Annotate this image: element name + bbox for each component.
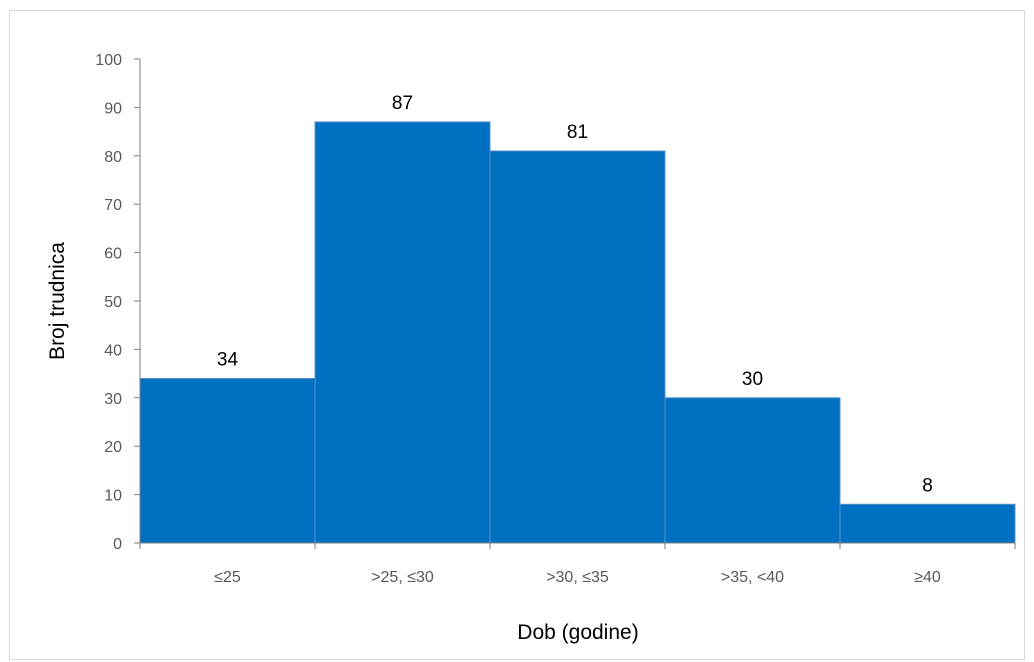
y-tick-label: 40 bbox=[104, 342, 122, 359]
y-tick-label: 90 bbox=[104, 100, 122, 117]
y-tick-label: 80 bbox=[104, 149, 122, 166]
bar-4 bbox=[839, 503, 1016, 544]
labels-layer: 0 10 20 30 40 50 60 70 80 90 100 ≤25 >25, ≤30 >30, ≤3… bbox=[95, 52, 941, 586]
data-label: 8 bbox=[922, 475, 933, 496]
bar-1 bbox=[314, 121, 491, 544]
y-tick-label: 0 bbox=[113, 536, 122, 553]
x-tick-label: >30, ≤35 bbox=[546, 569, 609, 586]
y-tick-label: 100 bbox=[95, 52, 122, 69]
data-label: 34 bbox=[217, 349, 239, 370]
bar-3 bbox=[664, 397, 841, 544]
y-tick-label: 60 bbox=[104, 246, 122, 263]
y-tick-label: 50 bbox=[104, 294, 122, 311]
y-tick-label: 10 bbox=[104, 488, 122, 505]
y-tick-label: 20 bbox=[104, 439, 122, 456]
x-tick-label: ≤25 bbox=[214, 569, 241, 586]
bar-2 bbox=[489, 150, 666, 544]
data-label: 81 bbox=[567, 122, 588, 143]
axes-layer bbox=[134, 58, 1016, 549]
bars-layer bbox=[139, 121, 1016, 544]
bar-0 bbox=[139, 377, 316, 544]
y-axis-title: Broj trudnica bbox=[46, 242, 69, 360]
y-tick-label: 70 bbox=[104, 197, 122, 214]
x-tick-label: ≥40 bbox=[914, 569, 941, 586]
y-tick-label: 30 bbox=[104, 391, 122, 408]
data-label: 30 bbox=[742, 369, 763, 390]
data-label: 87 bbox=[392, 93, 413, 114]
x-axis-title: Dob (godine) bbox=[517, 621, 638, 644]
x-tick-label: >25, ≤30 bbox=[371, 569, 434, 586]
x-tick-label: >35, <40 bbox=[721, 569, 784, 586]
